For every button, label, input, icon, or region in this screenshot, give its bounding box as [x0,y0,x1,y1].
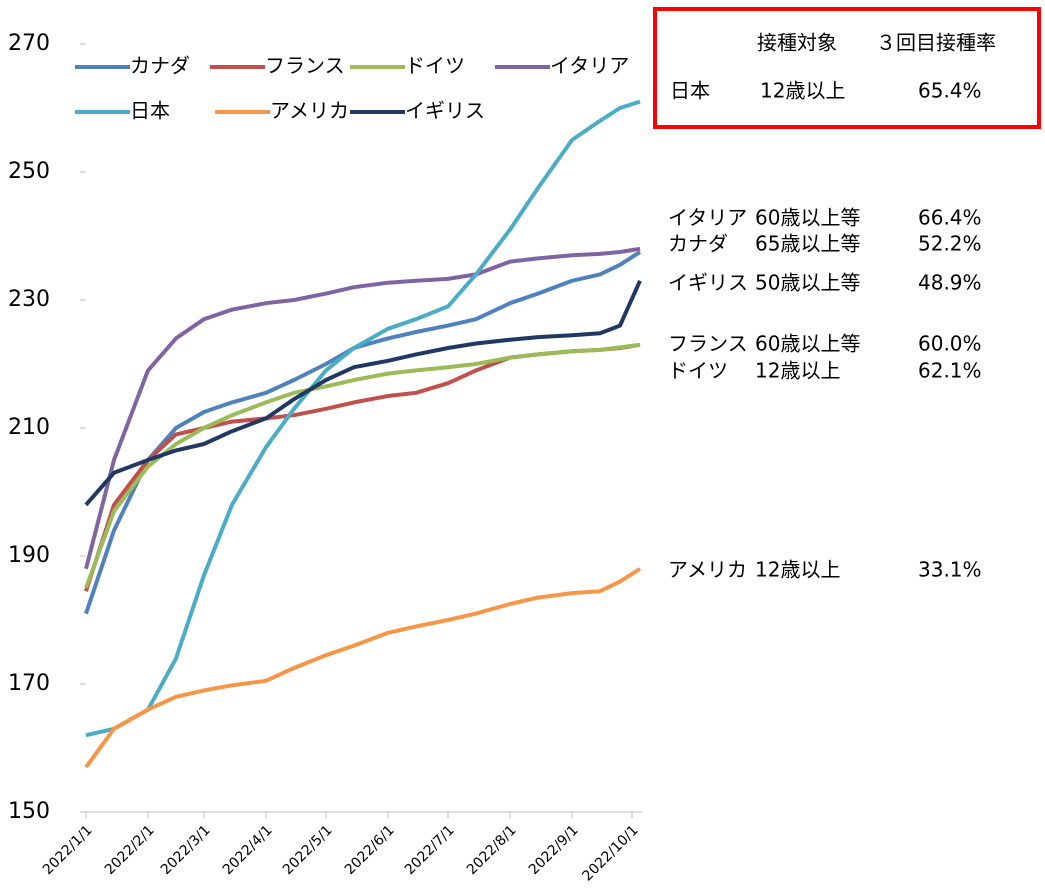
y-tick-label: 210 [8,415,50,440]
rate: 52.2% [918,232,982,256]
legend-label: アメリカ [270,99,349,123]
country: イギリス [668,271,748,295]
target: 65歳以上等 [755,232,860,256]
rate: 66.4% [918,206,982,230]
x-tick-label: 2022/5/1 [280,822,336,878]
series-line [84,567,642,769]
rate: 65.4% [918,79,982,103]
country: アメリカ [668,558,747,582]
legend-label: イギリス [405,99,485,123]
x-tick-label: 2022/10/1 [580,822,642,884]
y-tick-label: 270 [8,31,50,56]
y-tick-label: 250 [8,159,50,184]
series-line [85,99,641,738]
target: 12歳以上 [755,359,840,383]
series-line [84,279,642,507]
country: カナダ [668,232,728,256]
country: 日本 [670,79,710,103]
series-line [84,342,641,592]
x-tick-label: 2022/1/1 [40,822,96,878]
legend-label: イタリア [550,54,629,78]
legend-label: フランス [265,54,345,78]
rate: 60.0% [918,332,982,356]
x-tick-label: 2022/3/1 [158,822,214,878]
y-tick-label: 230 [8,287,50,312]
series-line [84,342,641,589]
target: 12歳以上 [760,79,845,103]
y-tick-label: 150 [8,799,50,824]
legend-label: 日本 [130,99,170,123]
x-tick-label: 2022/8/1 [464,822,520,878]
country: ドイツ [668,359,728,383]
target: 12歳以上 [755,558,840,582]
target: 60歳以上等 [755,332,860,356]
rate: 48.9% [918,271,982,295]
x-tick-label: 2022/9/1 [526,822,582,878]
country: フランス [668,332,748,356]
target: 60歳以上等 [755,206,860,230]
country: イタリア [668,206,747,230]
rate: 62.1% [918,359,982,383]
y-tick-label: 190 [8,543,50,568]
highlight-box [653,7,1041,129]
series-line [84,250,642,615]
x-tick-label: 2022/6/1 [342,822,398,878]
table-header: 接種対象 [757,31,837,55]
x-tick-label: 2022/4/1 [220,822,276,878]
legend-label: カナダ [130,54,190,78]
rate: 33.1% [918,558,982,582]
series-line [84,246,641,570]
x-tick-label: 2022/7/1 [402,822,458,878]
legend-label: ドイツ [405,54,465,78]
y-tick-label: 170 [8,671,50,696]
x-tick-label: 2022/2/1 [102,822,158,878]
table-header: ３回目接種率 [876,31,996,55]
target: 50歳以上等 [755,271,860,295]
